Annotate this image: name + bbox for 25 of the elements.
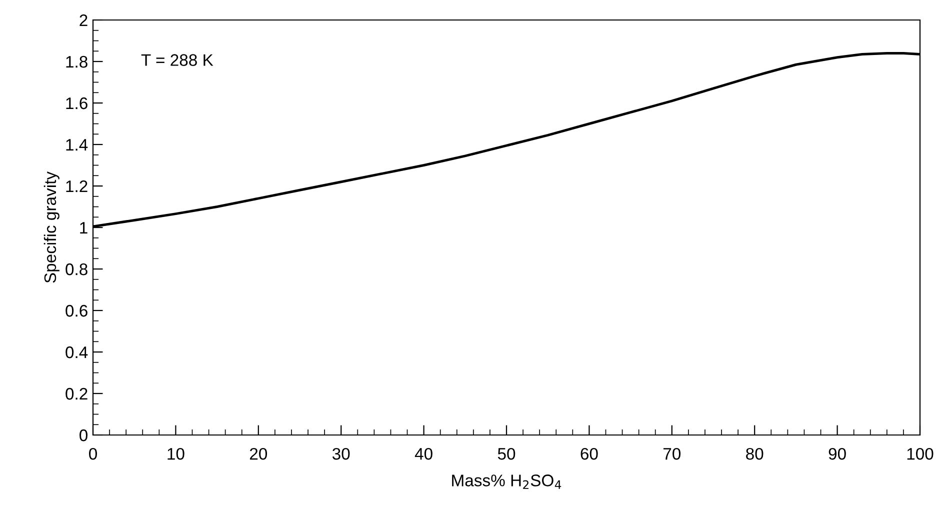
x-tick-label: 80 (746, 448, 764, 460)
x-tick-label: 100 (907, 448, 934, 460)
x-tick-label: 70 (663, 448, 681, 460)
y-tick-label: 1.4 (66, 139, 88, 151)
y-tick-label: 2 (80, 14, 88, 26)
x-tick-label: 40 (414, 448, 432, 460)
y-tick-label: 1.8 (66, 56, 88, 68)
x-tick-label: 10 (168, 448, 184, 460)
x-tick-label: 0 (89, 448, 97, 460)
y-tick-label: 0.6 (66, 304, 88, 317)
y-axis-title: Specific gravity (44, 171, 60, 283)
y-tick-label: 0.2 (66, 388, 88, 400)
x-tick-label: 50 (498, 448, 516, 460)
y-tick-label: 1.2 (66, 180, 88, 192)
x-tick-label: 90 (828, 448, 846, 460)
x-axis-title: Mass% H$_{2}$SO$_{4}$ (452, 474, 562, 489)
x-tick-label: 30 (332, 448, 350, 460)
y-tick-label: 0 (80, 429, 88, 442)
y-tick-label: 0.4 (66, 346, 88, 358)
annotation: T = 288 K (141, 54, 214, 66)
x-tick-label: 20 (250, 448, 268, 460)
x-tick-label: 60 (580, 448, 598, 460)
y-tick-label: 1.6 (66, 97, 88, 110)
y-tick-label: 1 (80, 222, 88, 234)
y-tick-label: 0.8 (66, 263, 88, 276)
